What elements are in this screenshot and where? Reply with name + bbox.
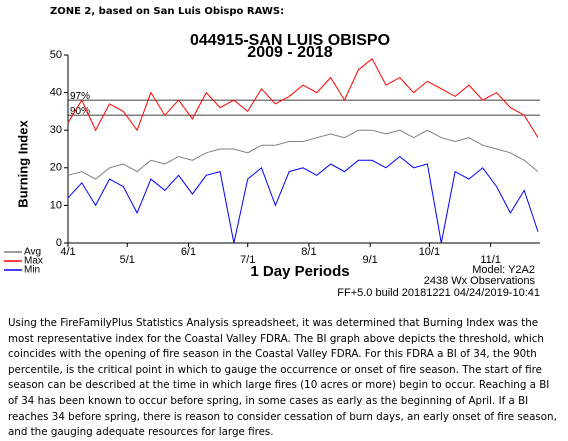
x-tick-label: 6/1 [181,246,196,258]
reference-label: 90% [70,106,90,117]
x-axis-label: 1 Day Periods [250,263,349,280]
y-tick-label: 40 [50,87,62,99]
x-tick-label: 9/1 [363,254,378,266]
x-tick-label: 10/1 [419,246,440,258]
x-tick-label: 8/1 [301,246,316,258]
reference-label: 97% [70,91,90,102]
y-tick-label: 30 [50,124,62,136]
series-line [67,155,539,244]
chart-subtitle: 2009 - 2018 [247,44,333,61]
legend-label: Max [24,256,43,267]
note: 2438 Wx Observations [424,275,536,287]
y-tick-label: 0 [56,237,62,249]
x-tick-label: 4/1 [60,246,75,258]
y-tick-label: 20 [50,162,62,174]
x-tick-label: 7/1 [240,254,255,266]
note: Model: Y2A2 [472,264,535,276]
x-tick-label: 5/1 [120,254,135,266]
y-axis-label: Burning Index [15,120,30,208]
y-tick-label: 50 [50,49,62,61]
series-line [67,58,539,138]
page: ZONE 2, based on San Luis Obispo RAWS: 0… [0,6,568,439]
header-title: ZONE 2, based on San Luis Obispo RAWS: [50,6,285,17]
chart-title: 044915-SAN LUIS OBISPO [190,32,390,49]
chart: 044915-SAN LUIS OBISPO 2009 - 2018 Burni… [0,22,568,307]
y-tick-label: 10 [50,199,62,211]
x-tick-label: 11/1 [480,254,501,266]
legend-label: Avg [24,247,41,258]
legend-label: Min [24,265,40,276]
chart-bg [0,22,568,307]
series-line [67,129,539,180]
note: FF+5.0 build 20181221 04/24/2019-10:41 [337,287,540,299]
paragraph: Using the FireFamilyPlus Statistics Anal… [8,317,557,439]
